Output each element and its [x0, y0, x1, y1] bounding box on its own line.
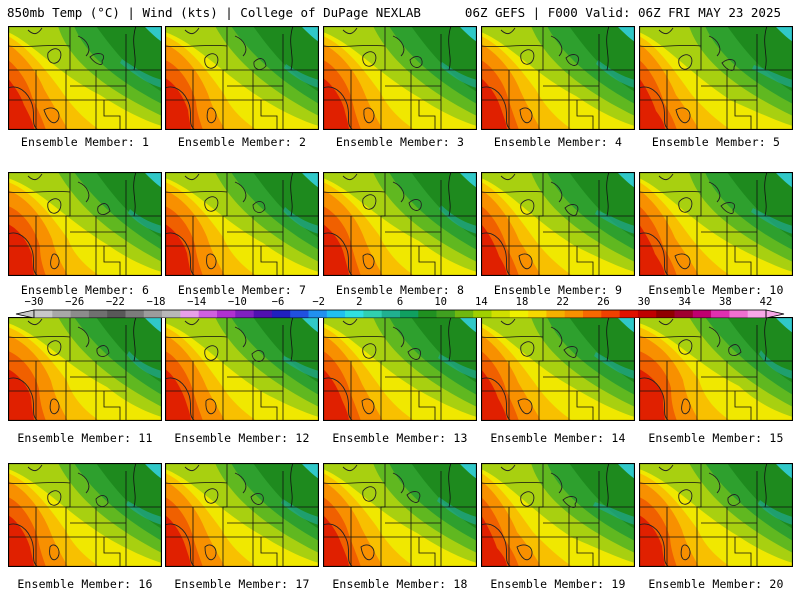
ensemble-member-map	[8, 463, 162, 567]
colorbar-tick-label: 2	[356, 296, 363, 308]
colorbar-tick-label: 6	[396, 296, 404, 308]
ensemble-member-map	[165, 463, 319, 567]
ensemble-member-map	[323, 172, 477, 276]
colorbar-tick-label: −26	[65, 296, 85, 308]
ensemble-member-map	[481, 317, 635, 421]
ensemble-member-label: Ensemble Member: 7	[177, 283, 307, 297]
ensemble-member-map	[165, 172, 319, 276]
colorbar-tick-label: 34	[678, 296, 691, 308]
ensemble-member-label: Ensemble Member: 19	[490, 577, 626, 591]
ensemble-member-label: Ensemble Member: 8	[335, 283, 465, 297]
model-run-info: 06Z GEFS | F000 Valid: 06Z FRI MAY 23 20…	[464, 5, 781, 20]
colorbar-tick-label: −10	[227, 296, 247, 308]
ensemble-member-label: Ensemble Member: 12	[174, 431, 310, 445]
colorbar-tick-label: 10	[434, 296, 447, 308]
ensemble-member-label: Ensemble Member: 15	[648, 431, 784, 445]
colorbar-tick-label: 30	[637, 296, 651, 308]
ensemble-member-label: Ensemble Member: 17	[174, 577, 310, 591]
colorbar-tick-label: −18	[146, 296, 166, 308]
ensemble-member-map	[639, 317, 793, 421]
ensemble-member-map	[639, 172, 793, 276]
colorbar-tick-label: −2	[312, 296, 325, 308]
ensemble-member-map	[323, 26, 477, 130]
ensemble-member-label: Ensemble Member: 11	[17, 431, 153, 445]
colorbar-tick-label: −14	[187, 296, 207, 308]
ensemble-member-map	[165, 317, 319, 421]
ensemble-member-map	[481, 26, 635, 130]
ensemble-member-label: Ensemble Member: 18	[332, 577, 468, 591]
ensemble-member-label: Ensemble Member: 9	[493, 283, 623, 297]
ensemble-member-label: Ensemble Member: 6	[20, 283, 150, 297]
ensemble-member-map	[323, 463, 477, 567]
ensemble-member-map	[8, 26, 162, 130]
colorbar-tick-label: −30	[24, 296, 44, 308]
temperature-colorbar	[15, 309, 785, 318]
ensemble-member-map	[639, 26, 793, 130]
ensemble-member-map	[8, 172, 162, 276]
ensemble-member-label: Ensemble Member: 13	[332, 431, 468, 445]
ensemble-member-map	[639, 463, 793, 567]
colorbar-tick-label: 14	[475, 296, 488, 308]
colorbar-tick-label: −22	[105, 296, 125, 308]
ensemble-member-label: Ensemble Member: 16	[17, 577, 153, 591]
ensemble-member-map	[481, 463, 635, 567]
ensemble-member-label: Ensemble Member: 20	[648, 577, 784, 591]
colorbar-tick-label: 26	[597, 296, 610, 308]
ensemble-member-label: Ensemble Member: 10	[648, 283, 784, 297]
ensemble-member-map	[323, 317, 477, 421]
ensemble-member-label: Ensemble Member: 2	[177, 135, 307, 149]
ensemble-member-label: Ensemble Member: 4	[493, 135, 623, 149]
chart-title: 850mb Temp (°C) | Wind (kts) | College o…	[7, 5, 421, 20]
colorbar-tick-label: 42	[759, 296, 773, 308]
colorbar-tick-label: 18	[515, 296, 529, 308]
ensemble-member-map	[8, 317, 162, 421]
ensemble-member-map	[165, 26, 319, 130]
colorbar-tick-label: 38	[719, 296, 732, 308]
colorbar-tick-label: 22	[556, 296, 569, 308]
ensemble-member-map	[481, 172, 635, 276]
colorbar-tick-label: −6	[271, 296, 285, 308]
ensemble-member-label: Ensemble Member: 14	[490, 431, 626, 445]
ensemble-member-label: Ensemble Member: 5	[651, 135, 781, 149]
ensemble-member-label: Ensemble Member: 3	[335, 135, 465, 149]
ensemble-member-label: Ensemble Member: 1	[20, 135, 150, 149]
